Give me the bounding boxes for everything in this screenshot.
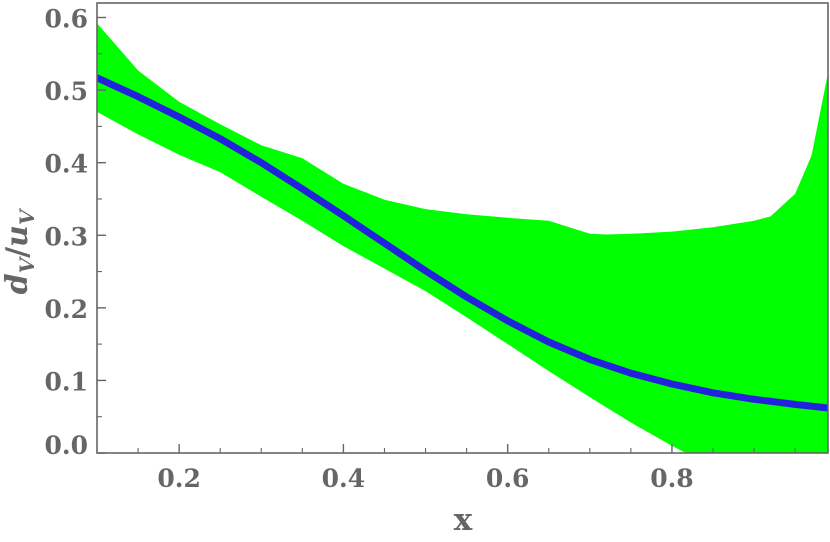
x-tick-label: 0.4 — [322, 464, 366, 493]
y-axis-label-separator: / — [0, 247, 35, 258]
y-tick-label: 0.1 — [45, 367, 89, 396]
y-axis: 0.0 0.1 0.2 0.3 0.4 0.5 0.6 — [45, 5, 106, 460]
x-axis: 0.2 0.4 0.6 0.8 — [96, 444, 796, 493]
x-tick-label: 0.8 — [650, 464, 694, 493]
uncertainty-band — [97, 23, 828, 453]
y-axis-label: dV/uV — [0, 207, 39, 294]
y-tick-label: 0.3 — [45, 222, 89, 251]
y-axis-label-numerator: d — [0, 273, 35, 294]
y-axis-label-denominator-sub: V — [15, 207, 39, 225]
y-axis-label-numerator-sub: V — [15, 255, 39, 273]
x-axis-label: x — [454, 502, 473, 538]
central-curve — [97, 74, 828, 412]
y-tick-label: 0.0 — [45, 431, 89, 460]
x-tick-label: 0.2 — [157, 464, 201, 493]
y-tick-label: 0.4 — [45, 150, 89, 179]
y-tick-label: 0.5 — [45, 77, 89, 106]
y-tick-label: 0.2 — [45, 295, 89, 324]
plot-frame — [96, 2, 829, 454]
y-tick-label: 0.6 — [45, 5, 89, 34]
y-axis-label-denominator: u — [0, 225, 35, 247]
x-tick-label: 0.6 — [486, 464, 530, 493]
